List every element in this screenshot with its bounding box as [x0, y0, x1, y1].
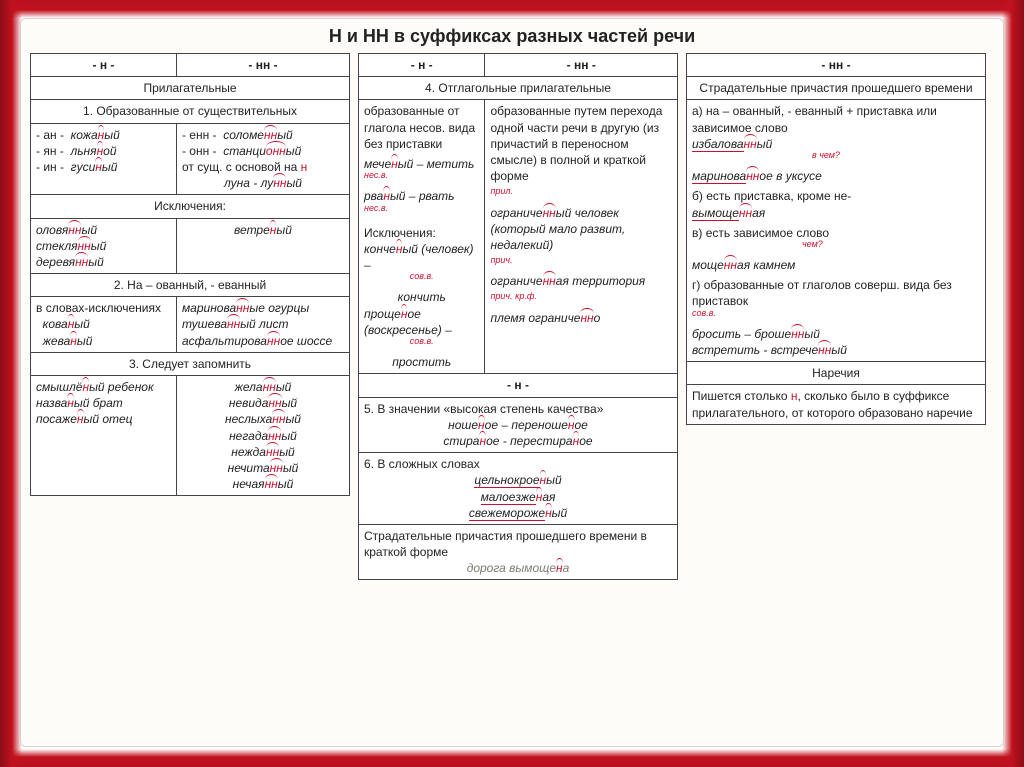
participle-rules: а) на – ованный, - еванный + приставка и… [687, 100, 986, 362]
section-passive-short: Страдательные причастия прошедшего време… [359, 524, 678, 580]
remember-nn: желанный невиданный неслыханный негаданн… [176, 376, 349, 496]
ovanny-exceptions: в словах-исключениях кованый жеваный [31, 297, 177, 353]
verbal-nn-col: образованные путем перехода одной части … [485, 100, 678, 374]
section-ovanny: 2. На – ованный, - еванный [31, 274, 350, 297]
remember-n: смышлёный ребенок названый брат посажены… [31, 376, 177, 496]
col-adjectives: - н - - нн - Прилагательные 1. Образован… [30, 53, 350, 580]
section-high-degree: 5. В значении «высокая степень качества»… [359, 397, 678, 453]
section-remember: 3. Следует запомнить [31, 352, 350, 375]
hdr-n: - н - [359, 54, 485, 77]
hdr-nn: - нн - [687, 54, 986, 77]
hdr-n-mid: - н - [359, 374, 678, 397]
hdr-nn: - нн - [176, 54, 349, 77]
cell-suffixes-n: - ан - кожаный - ян - льняной - ин - гус… [31, 123, 177, 195]
ovanny-examples: маринованные огурцы тушеванный лист асфа… [176, 297, 349, 353]
section-adjectives: Прилагательные [31, 77, 350, 100]
cell-suffixes-nn: - енн - соломенный - онн - станционный о… [176, 123, 349, 195]
columns: - н - - нн - Прилагательные 1. Образован… [30, 53, 994, 580]
section-compound-words: 6. В сложных словах цельнокроеный малоез… [359, 453, 678, 525]
col-participles-adverbs: - нн - Страдательные причастия прошедшег… [686, 53, 986, 580]
page-title: Н и НН в суффиксах разных частей речи [30, 26, 994, 47]
hdr-n: - н - [31, 54, 177, 77]
section-from-nouns: 1. Образованные от существительных [31, 100, 350, 123]
section-adverbs-title: Наречия [687, 362, 986, 385]
section-adverbs-text: Пишется столько н, сколько было в суффик… [687, 385, 986, 424]
hdr-nn: - нн - [485, 54, 678, 77]
exceptions-title: Исключения: [31, 195, 350, 218]
exc-nn-list: оловянный стеклянный деревянный [31, 218, 177, 274]
exc-n-list: ветреный [176, 218, 349, 274]
section-passive-past: Страдательные причастия прошедшего време… [687, 77, 986, 100]
verbal-n-col: образованные от глагола несов. вида без … [359, 100, 485, 374]
section-verbal-adj: 4. Отглагольные прилагательные [359, 77, 678, 100]
col-verbal-adjectives: - н - - нн - 4. Отглагольные прилагатель… [358, 53, 678, 580]
